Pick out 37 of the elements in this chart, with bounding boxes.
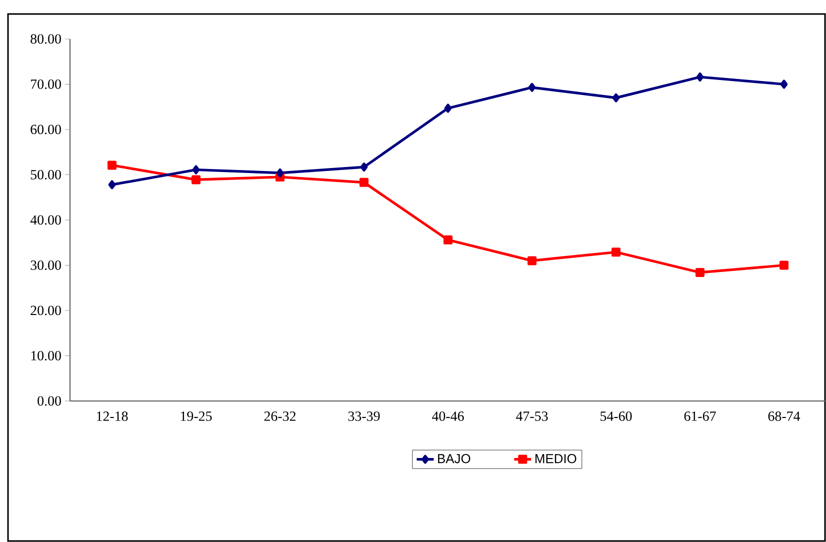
y-tick-label: 30.00 [30, 260, 61, 270]
point [360, 162, 368, 172]
point [780, 80, 788, 89]
point [696, 72, 704, 82]
point [612, 93, 620, 102]
y-tick-label: 10.00 [31, 350, 61, 360]
x-tick-label: 33-39 [348, 412, 380, 421]
point [108, 160, 117, 170]
y-tick-label: 40.00 [30, 215, 61, 225]
point [528, 82, 536, 92]
x-tick-label: 40-46 [432, 412, 464, 421]
x-tick-label: 26-32 [264, 412, 296, 421]
point [444, 104, 452, 113]
y-tick-label: 50.00 [30, 170, 61, 180]
x-tick-label: 68-74 [768, 412, 800, 421]
x-tick-label: 61-67 [684, 412, 716, 421]
point [192, 175, 201, 184]
x-tick-label: 12-18 [96, 412, 128, 421]
y-tick-label: 80.00 [30, 34, 61, 44]
point [444, 235, 453, 244]
y-tick-label: 0.00 [38, 396, 61, 406]
point [276, 168, 284, 178]
point [612, 248, 621, 257]
legend-label: MEDIO [535, 454, 576, 464]
point [108, 180, 116, 190]
x-tick-label: 47-53 [516, 412, 548, 421]
point [360, 178, 369, 187]
point [780, 260, 789, 270]
point [528, 256, 537, 266]
y-tick-label: 20.00 [30, 306, 61, 316]
x-tick-label: 54-60 [600, 412, 632, 421]
y-tick-label: 70.00 [31, 79, 61, 89]
y-tick-label: 60.00 [30, 124, 61, 134]
point [192, 165, 200, 174]
legend-label: BAJO [438, 454, 470, 464]
x-tick-label: 19-25 [180, 412, 212, 421]
point [696, 268, 705, 277]
